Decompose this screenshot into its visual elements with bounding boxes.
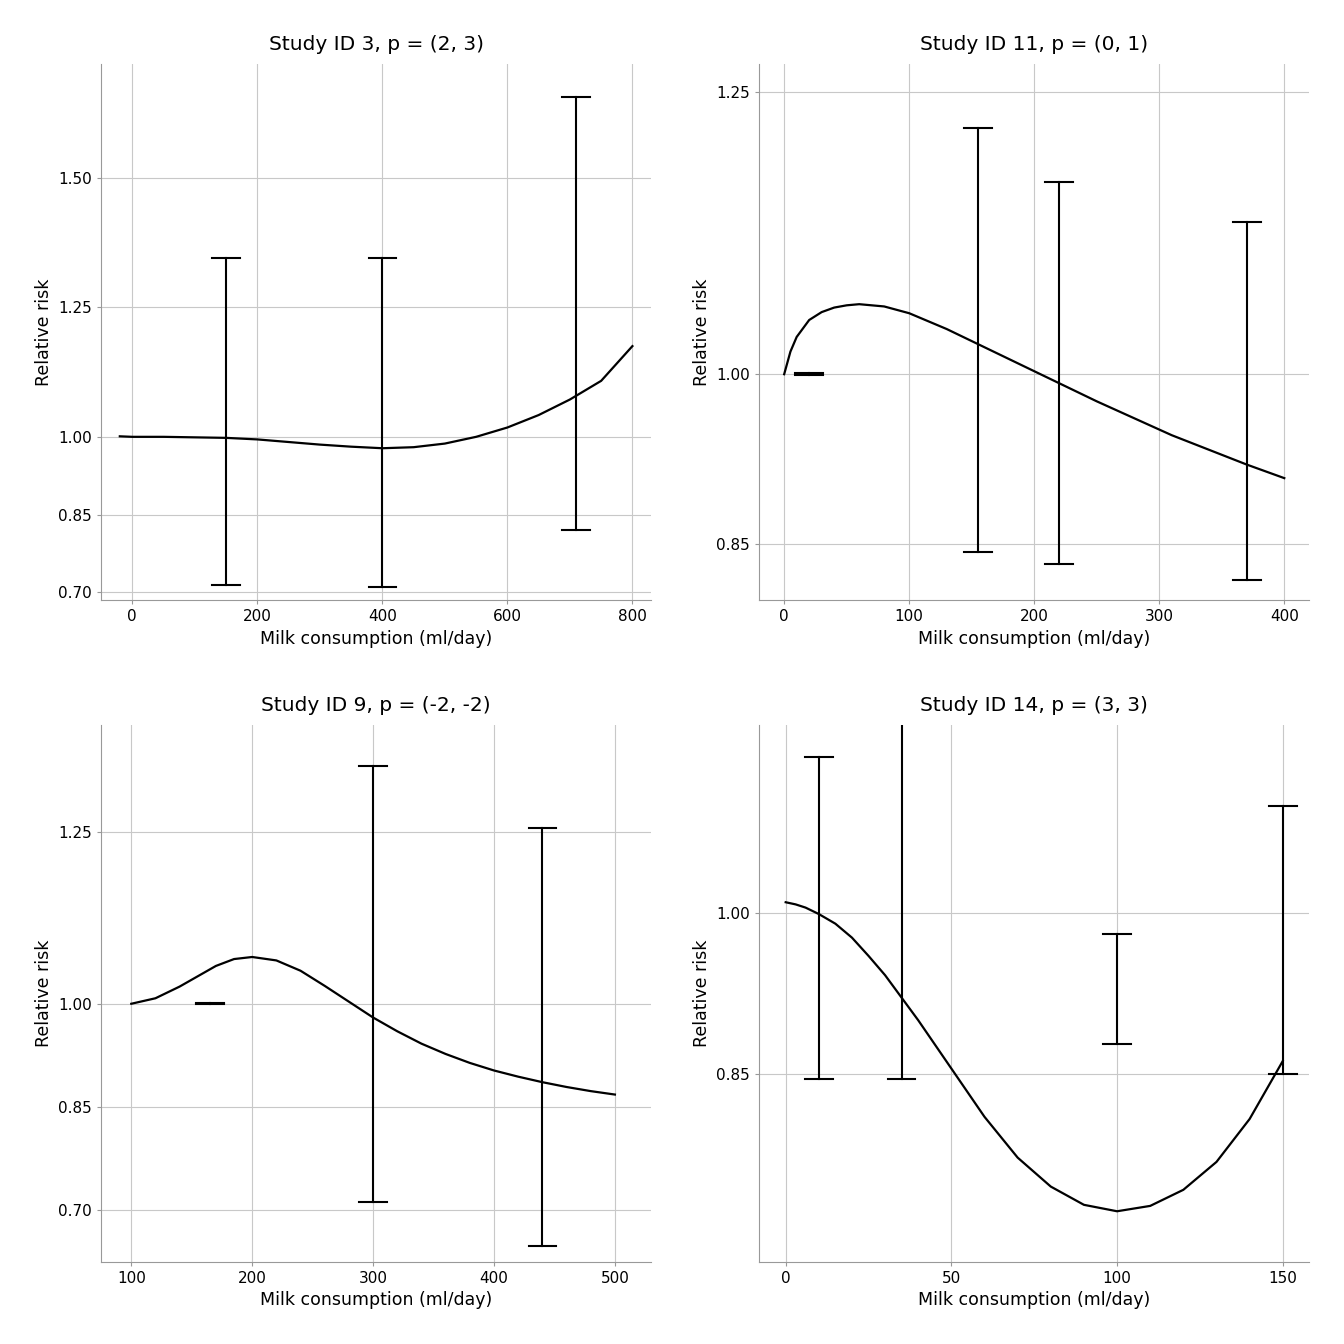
Title: Study ID 11, p = (0, 1): Study ID 11, p = (0, 1) xyxy=(921,35,1148,54)
Title: Study ID 3, p = (2, 3): Study ID 3, p = (2, 3) xyxy=(269,35,484,54)
X-axis label: Milk consumption (ml/day): Milk consumption (ml/day) xyxy=(918,630,1150,648)
X-axis label: Milk consumption (ml/day): Milk consumption (ml/day) xyxy=(259,1292,492,1309)
Y-axis label: Relative risk: Relative risk xyxy=(35,939,52,1047)
X-axis label: Milk consumption (ml/day): Milk consumption (ml/day) xyxy=(918,1292,1150,1309)
Title: Study ID 9, p = (-2, -2): Study ID 9, p = (-2, -2) xyxy=(261,696,491,715)
Title: Study ID 14, p = (3, 3): Study ID 14, p = (3, 3) xyxy=(921,696,1148,715)
X-axis label: Milk consumption (ml/day): Milk consumption (ml/day) xyxy=(259,630,492,648)
Y-axis label: Relative risk: Relative risk xyxy=(694,939,711,1047)
Y-axis label: Relative risk: Relative risk xyxy=(694,278,711,386)
Y-axis label: Relative risk: Relative risk xyxy=(35,278,52,386)
